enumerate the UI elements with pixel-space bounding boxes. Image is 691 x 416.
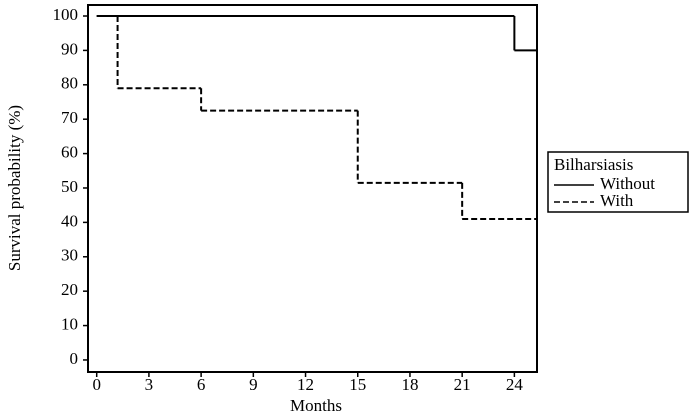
- y-tick-label: 60: [61, 142, 78, 161]
- x-tick-label: 18: [401, 375, 418, 394]
- y-axis-label: Survival probability (%): [5, 105, 24, 271]
- y-tick-label: 90: [61, 39, 78, 58]
- y-tick-label: 40: [61, 211, 78, 230]
- x-tick-label: 0: [92, 375, 101, 394]
- plot-frame: [87, 4, 538, 373]
- y-tick-label: 0: [70, 349, 79, 368]
- y-tick-label: 50: [61, 177, 78, 196]
- x-tick-label: 21: [454, 375, 471, 394]
- x-axis-label: Months: [290, 396, 342, 415]
- legend-label: Without: [600, 174, 655, 193]
- y-tick-label: 100: [53, 5, 79, 24]
- x-tick-label: 12: [297, 375, 314, 394]
- legend-title: Bilharsiasis: [554, 155, 633, 174]
- y-tick-label: 30: [61, 246, 78, 265]
- legend-box: [547, 151, 689, 213]
- x-tick-label: 9: [249, 375, 258, 394]
- legend-label: With: [600, 191, 634, 210]
- x-tick-label: 3: [145, 375, 154, 394]
- x-tick-label: 15: [349, 375, 366, 394]
- x-tick-label: 6: [197, 375, 206, 394]
- x-tick-label: 24: [506, 375, 524, 394]
- y-tick-label: 10: [61, 314, 78, 333]
- y-tick-label: 70: [61, 108, 78, 127]
- y-tick-label: 20: [61, 280, 78, 299]
- y-tick-label: 80: [61, 74, 78, 93]
